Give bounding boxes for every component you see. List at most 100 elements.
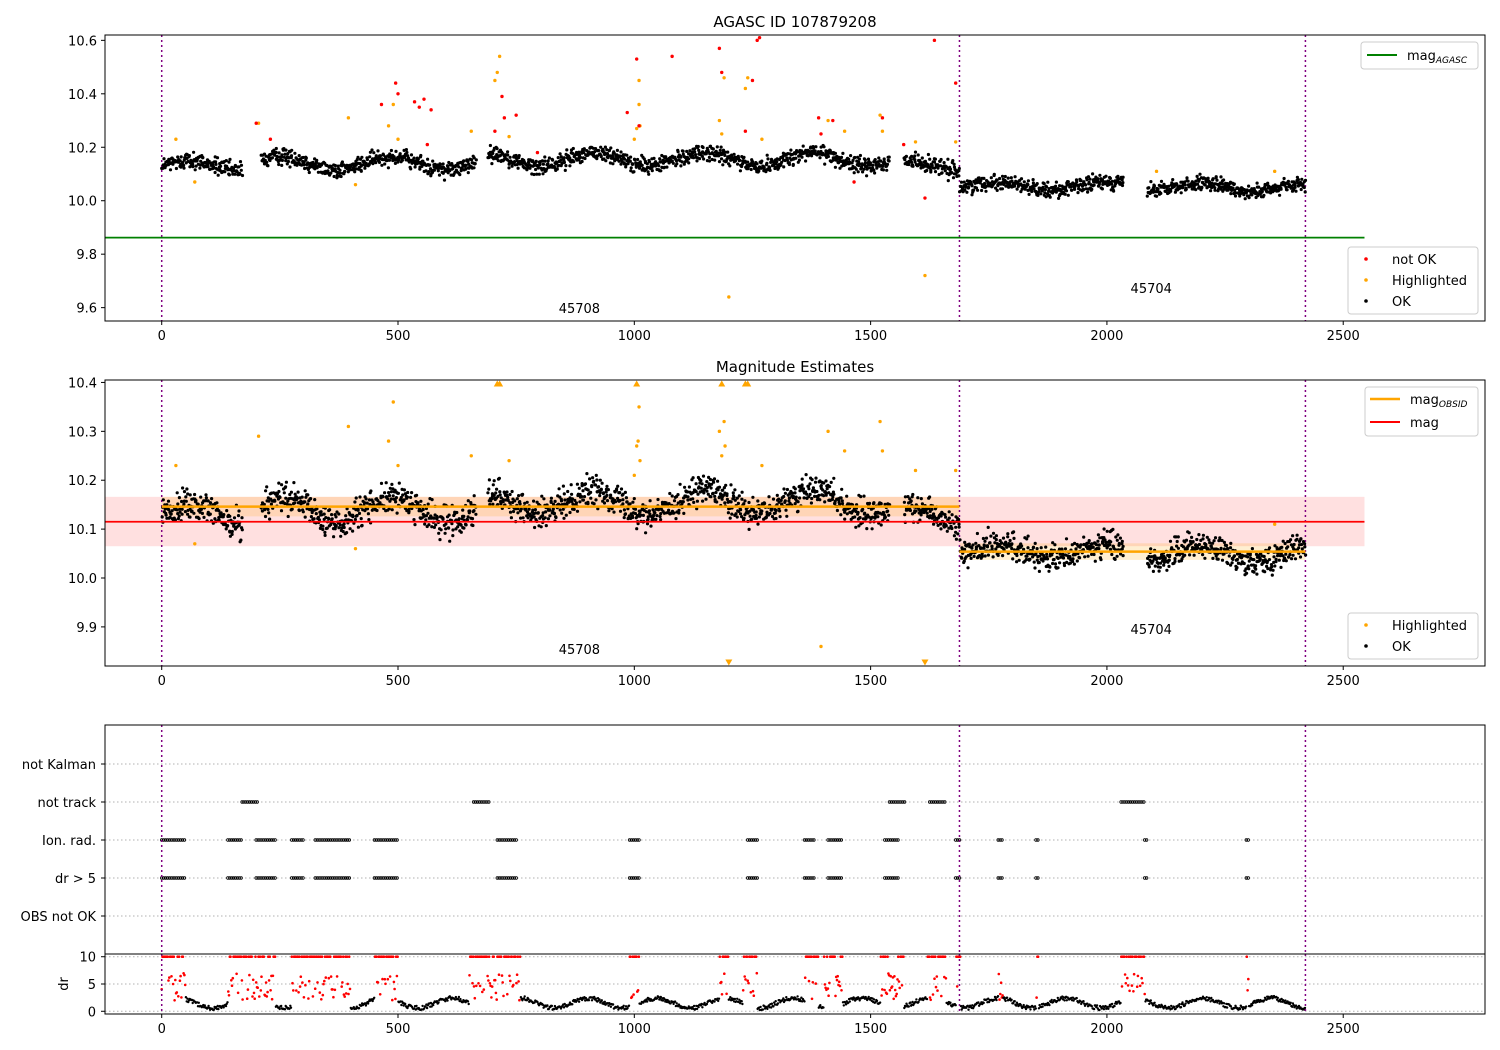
- ok-point: [1201, 546, 1205, 550]
- ok-point: [289, 154, 294, 158]
- ok-point: [536, 166, 540, 170]
- ok-point: [1008, 538, 1012, 543]
- ok-point: [1293, 557, 1298, 561]
- ok-point: [970, 546, 974, 550]
- ok-point: [903, 513, 907, 517]
- ok-point: [222, 513, 226, 517]
- ok-point: [924, 507, 929, 511]
- ok-point: [913, 154, 917, 158]
- ok-point: [277, 481, 281, 485]
- ok-point: [1098, 536, 1102, 540]
- flag-point: [1144, 838, 1149, 842]
- ok-point: [649, 524, 653, 528]
- ok-point: [334, 524, 338, 528]
- ok-point: [636, 522, 640, 526]
- flag-point: [171, 838, 175, 842]
- ok-point: [695, 499, 700, 503]
- ok-point: [462, 514, 466, 519]
- ok-point: [1015, 560, 1019, 564]
- ok-point: [691, 497, 695, 501]
- ok-point: [1291, 553, 1295, 557]
- ok-point: [551, 502, 556, 506]
- ok-point: [623, 512, 628, 516]
- ok-point: [608, 161, 613, 165]
- highlighted-point: [634, 444, 639, 448]
- ok-point: [760, 159, 764, 163]
- ok-point: [532, 515, 536, 519]
- ok-point: [1033, 566, 1037, 570]
- flag-point: [299, 876, 303, 880]
- ok-point: [809, 145, 813, 149]
- flag-point: [290, 838, 294, 842]
- ok-point: [1285, 188, 1289, 192]
- ok-point: [558, 152, 562, 156]
- ok-point: [860, 162, 864, 166]
- ok-point: [523, 501, 527, 505]
- ok-point: [1287, 555, 1291, 559]
- ok-point: [1011, 557, 1015, 561]
- ok-point: [1104, 541, 1108, 545]
- ok-point: [676, 493, 680, 497]
- x-tick-label: 0: [158, 674, 166, 689]
- flag-point: [260, 876, 264, 880]
- legend-mag-obsid-label: mag: [1410, 393, 1439, 408]
- ok-point: [160, 515, 164, 519]
- ok-point: [871, 163, 875, 167]
- ok-point: [514, 153, 518, 158]
- ok-point: [1173, 557, 1177, 561]
- ok-point: [491, 502, 495, 506]
- ok-point: [1247, 567, 1251, 571]
- ok-point: [1254, 564, 1258, 568]
- ok-point: [1117, 541, 1121, 546]
- ok-point: [667, 502, 671, 506]
- ok-point: [1272, 555, 1276, 559]
- ok-point: [716, 479, 720, 483]
- ok-point: [368, 155, 372, 159]
- ok-point: [791, 494, 796, 498]
- ok-point: [398, 152, 402, 156]
- legend-mag-agasc-label: mag: [1407, 49, 1436, 64]
- ok-point: [459, 523, 463, 527]
- ok-point: [667, 508, 671, 512]
- flag-point: [347, 876, 351, 880]
- ok-point: [224, 159, 228, 163]
- flag-point: [269, 838, 274, 842]
- ok-point: [431, 159, 435, 163]
- ok-point: [685, 149, 689, 153]
- ok-point: [824, 479, 828, 483]
- ok-point: [609, 493, 613, 497]
- flag-point: [173, 838, 177, 842]
- ok-point: [316, 170, 320, 174]
- ok-point: [570, 497, 575, 501]
- highlighted-point: [256, 121, 261, 125]
- ok-point: [1280, 545, 1284, 549]
- ok-point: [1066, 180, 1070, 184]
- ok-point: [742, 155, 746, 159]
- ok-point: [572, 507, 576, 511]
- ok-point: [796, 150, 800, 154]
- ok-point: [237, 523, 241, 527]
- ok-point: [774, 516, 778, 521]
- ok-point: [342, 525, 346, 530]
- ok-point: [437, 173, 442, 177]
- x-tick-label: 1000: [618, 329, 651, 344]
- flag-point: [931, 800, 936, 804]
- ok-point: [780, 160, 784, 164]
- ok-point: [1022, 180, 1026, 184]
- ok-point: [938, 522, 943, 526]
- ok-point: [1220, 185, 1224, 189]
- ok-point: [217, 509, 221, 513]
- flag-point: [271, 876, 275, 880]
- ok-point: [359, 169, 363, 173]
- ok-point: [602, 501, 607, 505]
- ok-point: [750, 517, 754, 521]
- flag-point: [255, 800, 259, 804]
- ok-point: [200, 511, 204, 515]
- ok-point: [1184, 187, 1188, 191]
- ok-point: [1279, 186, 1283, 190]
- ok-point: [1083, 555, 1087, 559]
- ok-point: [984, 189, 988, 193]
- ok-point: [594, 498, 598, 502]
- ok-point: [910, 154, 914, 158]
- not-ok-point: [493, 129, 497, 133]
